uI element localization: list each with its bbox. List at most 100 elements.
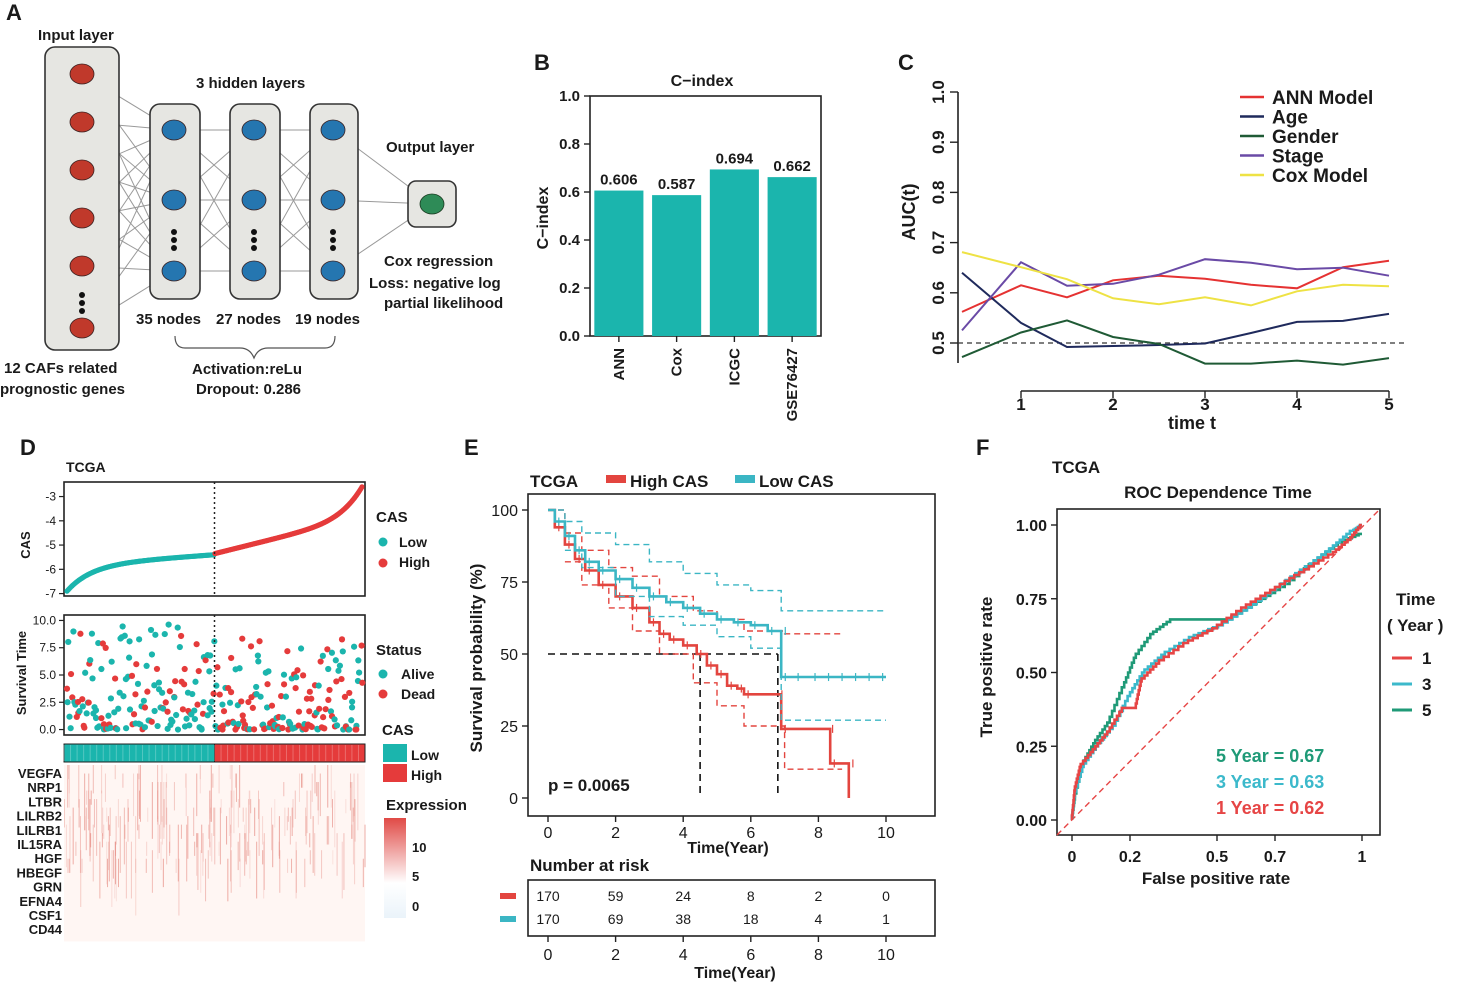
survival-point-dead xyxy=(148,718,155,725)
survival-point-alive xyxy=(107,724,114,731)
survival-point-dead xyxy=(279,724,286,732)
auc-legend-label: Stage xyxy=(1272,147,1324,168)
input-desc-line2: prognostic genes xyxy=(0,381,125,398)
heatmap-cell xyxy=(138,765,140,780)
heatmap-cell xyxy=(81,858,83,873)
heatmap-gene-label: VEGFA xyxy=(18,766,63,781)
heatmap-cell xyxy=(310,790,312,819)
survival-x-tick-label: 10 xyxy=(877,825,895,842)
survival-point-dead xyxy=(316,705,323,712)
survival-point-alive xyxy=(152,631,159,638)
survival-point-alive xyxy=(126,638,133,645)
heatmap-cell xyxy=(104,773,106,802)
ci-upper-low-cas xyxy=(548,509,886,612)
heatmap-cell xyxy=(200,850,202,893)
survival-point-alive xyxy=(98,665,105,673)
survival-point-alive xyxy=(186,722,193,729)
legend-high-cas-swatch xyxy=(606,475,626,483)
heatmap-cell xyxy=(283,782,285,797)
risk-x-tick-label: 2 xyxy=(611,947,620,964)
risk-x-tick-label: 6 xyxy=(746,947,755,964)
survival-point-alive xyxy=(160,705,167,712)
heatmap-cell xyxy=(125,841,127,899)
survival-point-alive xyxy=(246,726,253,733)
heatmap-cell xyxy=(186,824,188,882)
risk-high-count: 59 xyxy=(608,888,624,904)
risk-high-count: 24 xyxy=(675,888,691,904)
heatmap-cell xyxy=(177,824,179,882)
survival-point-alive xyxy=(349,698,356,705)
heatmap-cell xyxy=(163,799,165,828)
heatmap-cell xyxy=(85,807,87,851)
heatmap-cell xyxy=(317,782,319,811)
heatmap-cell xyxy=(78,799,80,828)
survival-point-alive xyxy=(255,658,262,665)
survival-point-alive xyxy=(151,682,158,689)
legend-cas2-high-label: High xyxy=(411,767,442,783)
survival-point-alive xyxy=(297,645,305,652)
heatmap-cell xyxy=(201,824,203,854)
survival-point-alive xyxy=(64,699,71,706)
survival-point-dead xyxy=(220,708,228,715)
heatmap-cell xyxy=(169,824,171,854)
km-curve-low-cas xyxy=(548,508,886,679)
heatmap-cell xyxy=(362,858,364,888)
input-node xyxy=(69,255,95,277)
heatmap-cell xyxy=(202,833,204,862)
heatmap-cell xyxy=(139,790,141,819)
heatmap-cell xyxy=(212,773,214,788)
heatmap-cell xyxy=(68,765,70,808)
heatmap-cell xyxy=(185,773,187,817)
ci-lower-high-cas xyxy=(564,561,843,770)
survival-point-alive xyxy=(348,704,356,711)
heatmap-cell xyxy=(139,765,141,822)
hidden-node xyxy=(241,260,267,282)
survival-point-alive xyxy=(339,648,346,655)
panel-e-letter: E xyxy=(464,435,479,460)
survival-y-tick-label: 25 xyxy=(500,719,518,736)
heatmap-cell xyxy=(291,807,293,836)
cas-y-tick-label: -6 xyxy=(45,562,56,576)
roc-legend-label: 3 xyxy=(1422,675,1431,694)
heatmap-cell xyxy=(123,807,125,865)
heatmap-cell xyxy=(89,799,91,856)
heatmap-cell xyxy=(295,841,297,899)
auc-x-tick-label: 5 xyxy=(1384,395,1393,414)
heatmap-cell xyxy=(226,816,228,845)
panel-c-letter: C xyxy=(898,50,914,75)
heatmap-cell xyxy=(196,833,198,848)
heatmap-cell xyxy=(187,816,189,859)
roc-plot-area: 0.00 0.25 0.50 0.75 1.00 0 0.2 0.5 0.7 1 5 Year = … xyxy=(1016,508,1431,866)
heatmap-cell xyxy=(230,790,232,848)
survival-point-alive xyxy=(82,669,89,676)
survival-point-dead xyxy=(333,678,340,685)
heatmap-cell xyxy=(287,807,289,822)
survival-y-tick-label: 75 xyxy=(500,575,518,592)
heatmap-cell xyxy=(352,807,354,822)
survival-point-alive xyxy=(125,654,133,661)
survival-point-dead xyxy=(69,694,76,701)
heatmap-cell xyxy=(69,816,71,873)
cindex-bar-gse76427 xyxy=(767,177,817,336)
heatmap-cell xyxy=(114,841,116,885)
heatmap-cell xyxy=(92,824,94,882)
survival-point-alive xyxy=(136,636,143,643)
cindex-bar-cox xyxy=(652,195,702,336)
heatmap-cell xyxy=(117,799,119,828)
survival-point-dead xyxy=(306,708,313,715)
risk-table-frame xyxy=(527,879,936,937)
survival-point-alive xyxy=(141,724,149,731)
heatmap-gene-label: CD44 xyxy=(29,922,63,937)
survival-point-alive xyxy=(183,715,190,722)
input-layer-title: Input layer xyxy=(38,27,114,44)
survival-point-dead xyxy=(133,661,140,668)
survival-point-dead xyxy=(239,635,246,642)
heatmap-cell xyxy=(354,841,356,885)
ellipsis-dot xyxy=(330,237,336,243)
survival-point-alive xyxy=(88,630,96,637)
auc-x-tick-label: 4 xyxy=(1292,395,1302,414)
survival-point-alive xyxy=(115,705,122,712)
input-node xyxy=(69,207,95,229)
